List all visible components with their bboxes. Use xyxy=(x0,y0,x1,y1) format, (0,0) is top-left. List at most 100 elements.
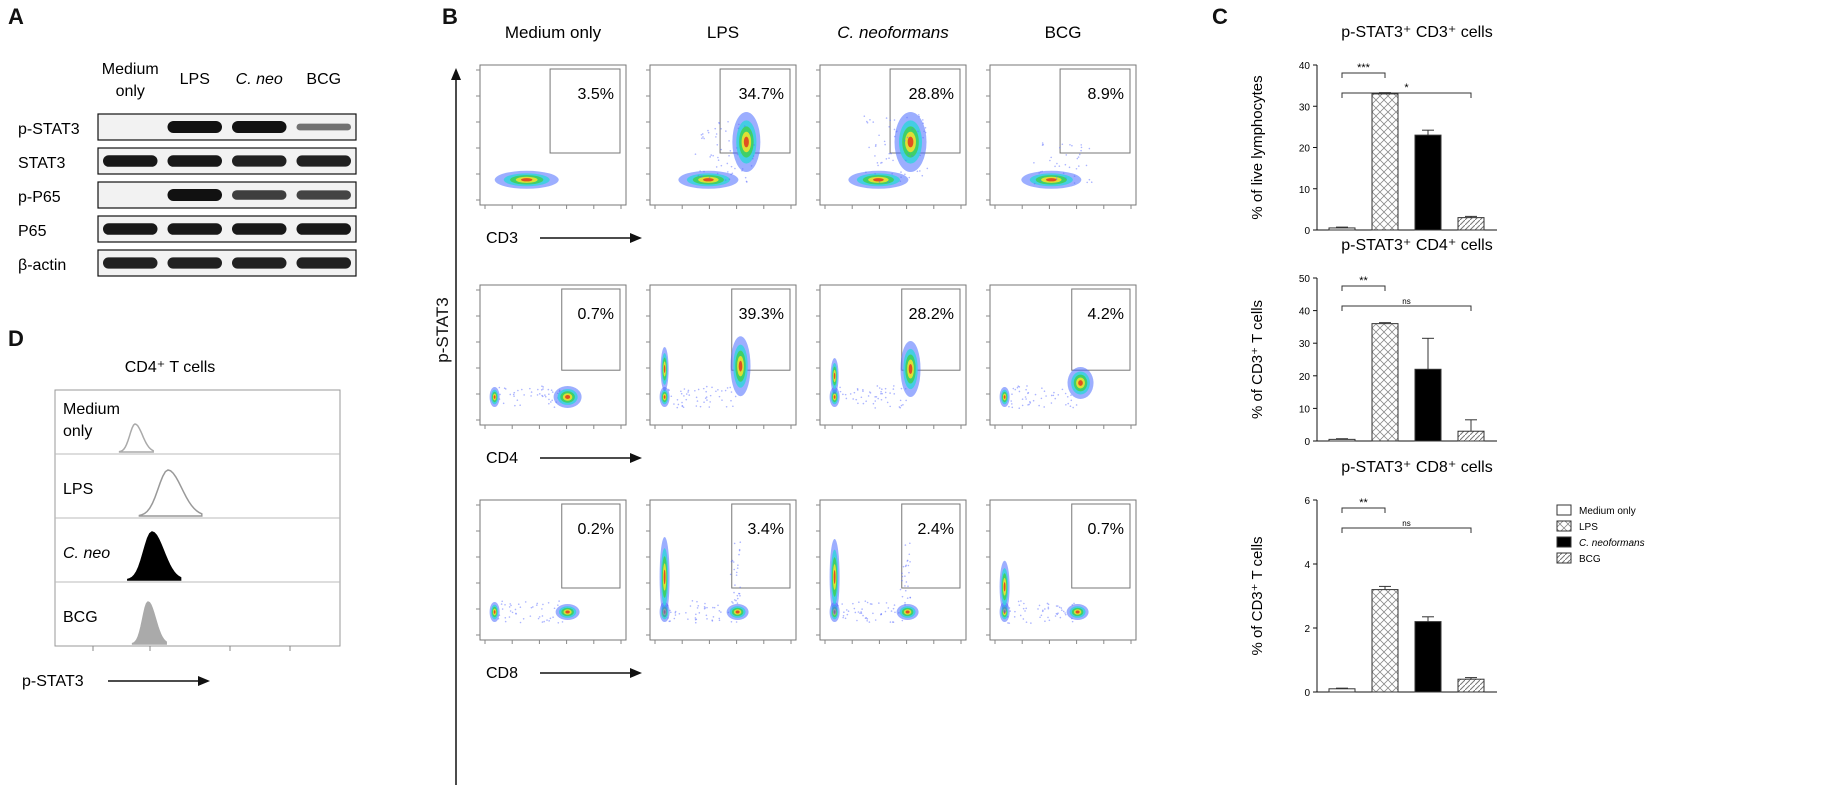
event-dot xyxy=(531,607,533,609)
event-dot xyxy=(701,176,703,178)
event-dot xyxy=(1039,605,1041,607)
bar xyxy=(1372,324,1398,441)
western-blot-panel: MediumonlyLPS C. neo BCGp-STAT3STAT3p-P65P… xyxy=(0,0,380,300)
event-dot xyxy=(1040,171,1042,173)
event-dot xyxy=(901,580,903,582)
event-dot xyxy=(514,405,516,407)
event-dot xyxy=(706,399,708,401)
event-dot xyxy=(1065,393,1067,395)
event-dot xyxy=(866,620,868,622)
event-dot xyxy=(720,611,722,613)
event-dot xyxy=(703,401,705,403)
event-dot xyxy=(865,400,867,402)
event-dot xyxy=(895,131,897,133)
event-dot xyxy=(509,394,511,396)
event-dot xyxy=(875,145,877,147)
event-dot xyxy=(918,114,920,116)
event-dot xyxy=(862,615,864,617)
event-dot xyxy=(1091,181,1093,183)
event-dot xyxy=(877,385,879,387)
event-dot xyxy=(717,173,719,175)
event-dot xyxy=(1025,396,1027,398)
event-dot xyxy=(1011,403,1013,405)
event-dot xyxy=(866,121,868,123)
legend-swatch xyxy=(1557,537,1571,547)
event-dot xyxy=(739,595,741,597)
density-contour xyxy=(494,395,496,399)
bar-chart-tick-label: 2 xyxy=(1304,624,1310,635)
event-dot xyxy=(879,181,881,183)
event-dot xyxy=(857,402,859,404)
event-dot xyxy=(893,388,895,390)
event-dot xyxy=(1030,622,1032,624)
event-dot xyxy=(1047,617,1049,619)
event-dot xyxy=(904,602,906,604)
event-dot xyxy=(683,395,685,397)
event-dot xyxy=(753,155,755,157)
blot-column-label: only xyxy=(116,83,145,100)
event-dot xyxy=(904,173,906,175)
event-dot xyxy=(733,592,735,594)
event-dot xyxy=(538,618,540,620)
event-dot xyxy=(737,595,739,597)
event-dot xyxy=(858,601,860,603)
bar xyxy=(1458,679,1484,692)
event-dot xyxy=(717,389,719,391)
density-contour xyxy=(744,137,749,148)
event-dot xyxy=(704,606,706,608)
event-dot xyxy=(1035,394,1037,396)
event-dot xyxy=(874,396,876,398)
event-dot xyxy=(908,553,910,555)
event-dot xyxy=(709,156,711,158)
event-dot xyxy=(911,155,913,157)
bar-chart-tick-label: 30 xyxy=(1299,102,1311,113)
flow-gate-percent: 0.2% xyxy=(578,521,614,538)
event-dot xyxy=(751,165,753,167)
event-dot xyxy=(859,612,861,614)
event-dot xyxy=(696,601,698,603)
event-dot xyxy=(874,407,876,409)
event-dot xyxy=(1076,168,1078,170)
event-dot xyxy=(706,614,708,616)
density-contour xyxy=(834,373,835,379)
event-dot xyxy=(1019,604,1021,606)
event-dot xyxy=(908,153,910,155)
event-dot xyxy=(858,611,860,613)
event-dot xyxy=(502,608,504,610)
event-dot xyxy=(695,613,697,615)
event-dot xyxy=(843,615,845,617)
event-dot xyxy=(739,593,741,595)
event-dot xyxy=(736,572,738,574)
event-dot xyxy=(917,171,919,173)
event-dot xyxy=(904,585,906,587)
flow-gate-percent: 28.2% xyxy=(909,306,954,323)
event-dot xyxy=(711,387,713,389)
event-dot xyxy=(683,406,685,408)
blot-band xyxy=(297,124,352,131)
density-contour xyxy=(909,364,913,374)
event-dot xyxy=(726,406,728,408)
event-dot xyxy=(922,137,924,139)
event-dot xyxy=(716,133,718,135)
event-dot xyxy=(548,403,550,405)
density-contour xyxy=(1078,380,1083,386)
event-dot xyxy=(1024,610,1026,612)
event-dot xyxy=(900,589,902,591)
event-dot xyxy=(696,397,698,399)
event-dot xyxy=(1070,400,1072,402)
bar-chart-tick-label: 0 xyxy=(1304,688,1310,699)
event-dot xyxy=(906,560,908,562)
bar xyxy=(1458,218,1484,230)
event-dot xyxy=(552,616,554,618)
event-dot xyxy=(885,611,887,613)
event-dot xyxy=(1067,403,1069,405)
event-dot xyxy=(551,400,553,402)
histogram-sample-label: Medium xyxy=(63,401,120,418)
event-dot xyxy=(872,121,874,123)
event-dot xyxy=(1089,179,1091,181)
event-dot xyxy=(1062,143,1064,145)
event-dot xyxy=(1029,401,1031,403)
event-dot xyxy=(695,619,697,621)
density-contour xyxy=(565,611,569,614)
event-dot xyxy=(889,119,891,121)
